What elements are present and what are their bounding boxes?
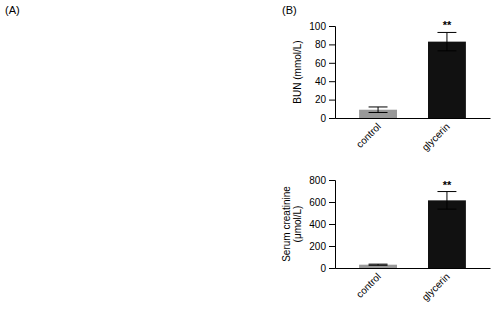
error-bar [369, 107, 388, 113]
panel-label: (B) [282, 4, 297, 16]
x-axis-line [336, 268, 491, 269]
error-bar-cap [369, 265, 388, 266]
y-tick-mark [329, 100, 335, 101]
y-tick: 40 [315, 76, 335, 87]
y-tick-mark [329, 246, 335, 247]
y-tick-mark [329, 26, 335, 27]
y-tick-mark [329, 118, 335, 119]
plot-area [359, 192, 466, 268]
x-axis-line [336, 118, 491, 119]
x-tick: glycerin [420, 118, 452, 153]
y-tick: 0 [320, 263, 335, 274]
error-bar [369, 264, 388, 265]
plot-area [359, 32, 466, 118]
error-bar-cap [369, 112, 388, 113]
x-axis: control glycerin [336, 268, 491, 303]
y-tick-label: 200 [309, 241, 326, 252]
panel-label: (A) [5, 4, 20, 16]
error-bar-stem [446, 32, 447, 50]
y-tick: 20 [315, 94, 335, 105]
bar [428, 42, 466, 118]
y-tick-mark [329, 224, 335, 225]
x-tick: control [354, 268, 383, 300]
y-tick-label: 0 [320, 263, 326, 274]
y-tick: 400 [309, 219, 335, 230]
figure: 0 20 40 60 80 100 control glycerin BUN (mmol/L) (… [0, 0, 500, 330]
y-tick: 60 [315, 58, 335, 69]
error-bar [437, 32, 456, 50]
y-tick-label: 100 [309, 21, 326, 32]
y-axis-line [329, 27, 336, 119]
bar-chart: 0 20 40 60 80 100 control glycerin BUN (mmol/L) [292, 21, 491, 153]
y-tick-mark [329, 202, 335, 203]
error-bar-cap [437, 191, 456, 192]
x-tick-label: control [354, 121, 383, 150]
y-tick-label: 80 [315, 39, 327, 50]
y-tick-mark [329, 268, 335, 269]
significance-marker: ** [443, 19, 452, 31]
error-bar-cap [369, 106, 388, 107]
y-axis-line [329, 181, 336, 269]
y-axis-title: BUN (mmol/L) [292, 40, 303, 103]
x-tick-label: glycerin [420, 271, 452, 303]
y-tick-mark [329, 81, 335, 82]
x-tick: control [354, 118, 383, 150]
y-tick-label: 800 [309, 175, 326, 186]
bar [359, 265, 397, 268]
x-tick-label: glycerin [420, 121, 452, 153]
x-axis: control glycerin [336, 118, 491, 153]
y-axis-title: Serum creatinine(μmol/L) [281, 186, 303, 262]
y-tick: 600 [309, 197, 335, 208]
y-tick-label: 60 [315, 58, 327, 69]
error-bar-stem [446, 192, 447, 210]
y-tick-label: 20 [315, 94, 327, 105]
error-bar-stem [378, 107, 379, 113]
y-tick: 800 [309, 175, 335, 186]
y-tick: 200 [309, 241, 335, 252]
y-axis: 0 20 40 60 80 100 [309, 21, 335, 124]
bar [428, 200, 466, 268]
y-tick: 0 [320, 113, 335, 124]
error-bar-cap [437, 50, 456, 51]
error-bar-cap [437, 209, 456, 210]
y-tick-label: 600 [309, 197, 326, 208]
x-tick: glycerin [420, 268, 452, 303]
error-bar [437, 192, 456, 210]
y-tick-label: 40 [315, 76, 327, 87]
y-tick-mark [329, 180, 335, 181]
error-bar-cap [369, 264, 388, 265]
significance-marker: ** [443, 179, 452, 191]
y-axis: 0 200 400 600 800 [309, 175, 335, 274]
y-tick-mark [329, 44, 335, 45]
y-tick-mark [329, 63, 335, 64]
y-tick: 80 [315, 39, 335, 50]
bar-chart: 0 200 400 600 800 control glycerin Serum creati… [281, 175, 491, 303]
x-tick-label: control [354, 271, 383, 300]
error-bar-cap [437, 32, 456, 33]
y-tick: 100 [309, 21, 335, 32]
y-tick-label: 400 [309, 219, 326, 230]
y-tick-label: 0 [320, 113, 326, 124]
